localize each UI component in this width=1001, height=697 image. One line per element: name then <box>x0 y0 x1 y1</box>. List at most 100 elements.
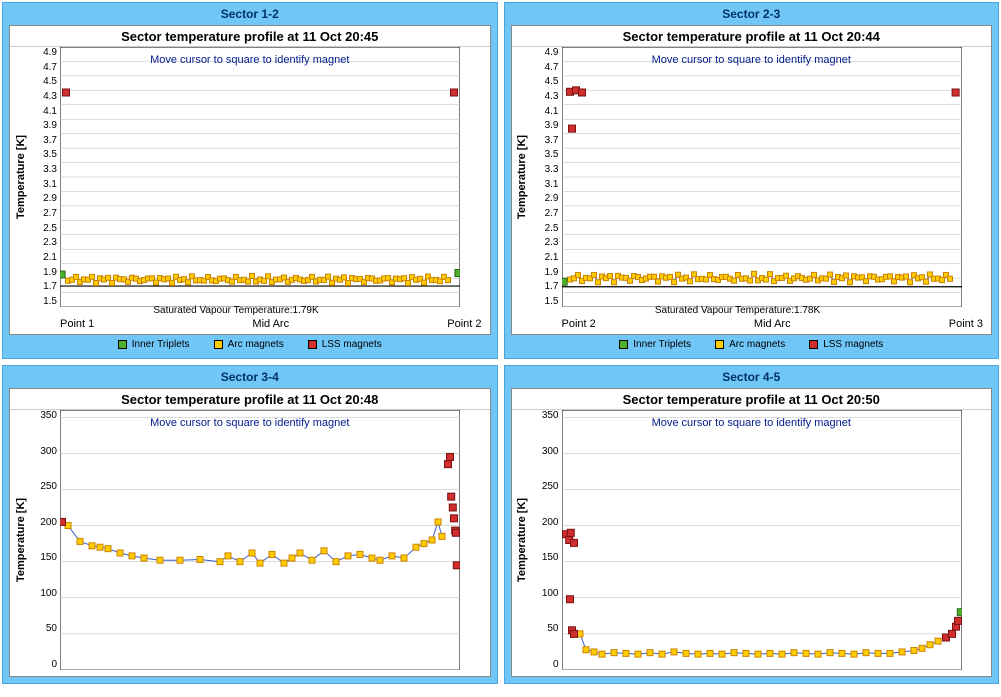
data-marker[interactable] <box>266 274 271 279</box>
data-marker[interactable] <box>763 277 768 282</box>
data-marker[interactable] <box>186 280 191 285</box>
data-marker[interactable] <box>217 559 223 565</box>
data-marker[interactable] <box>954 617 961 624</box>
data-marker[interactable] <box>455 270 460 277</box>
data-marker[interactable] <box>635 651 641 657</box>
data-marker[interactable] <box>369 555 375 561</box>
data-marker[interactable] <box>811 272 816 277</box>
data-marker[interactable] <box>570 539 577 546</box>
data-marker[interactable] <box>281 560 287 566</box>
data-marker[interactable] <box>843 273 848 278</box>
data-marker[interactable] <box>449 504 456 511</box>
data-marker[interactable] <box>743 650 749 656</box>
data-marker[interactable] <box>791 650 797 656</box>
data-marker[interactable] <box>683 650 689 656</box>
data-marker[interactable] <box>695 651 701 657</box>
data-marker[interactable] <box>887 650 893 656</box>
data-marker[interactable] <box>747 278 752 283</box>
data-marker[interactable] <box>129 553 135 559</box>
data-marker[interactable] <box>345 553 351 559</box>
data-marker[interactable] <box>767 650 773 656</box>
data-marker[interactable] <box>157 557 163 563</box>
data-marker[interactable] <box>89 543 95 549</box>
data-marker[interactable] <box>117 550 123 556</box>
data-marker[interactable] <box>562 278 567 285</box>
data-marker[interactable] <box>453 562 460 569</box>
data-marker[interactable] <box>655 279 660 284</box>
data-marker[interactable] <box>74 274 79 279</box>
data-marker[interactable] <box>389 553 395 559</box>
data-marker[interactable] <box>568 125 575 132</box>
data-marker[interactable] <box>110 280 115 285</box>
data-marker[interactable] <box>751 271 756 276</box>
data-marker[interactable] <box>578 89 585 96</box>
data-marker[interactable] <box>719 651 725 657</box>
data-marker[interactable] <box>237 559 243 565</box>
data-marker[interactable] <box>445 461 452 468</box>
data-marker[interactable] <box>783 273 788 278</box>
data-marker[interactable] <box>839 650 845 656</box>
data-marker[interactable] <box>257 560 263 566</box>
data-marker[interactable] <box>170 280 175 285</box>
data-marker[interactable] <box>903 274 908 279</box>
data-marker[interactable] <box>687 279 692 284</box>
data-marker[interactable] <box>357 551 363 557</box>
data-marker[interactable] <box>651 274 656 279</box>
data-marker[interactable] <box>899 649 905 655</box>
data-marker[interactable] <box>927 642 933 648</box>
data-marker[interactable] <box>803 650 809 656</box>
data-marker[interactable] <box>321 548 327 554</box>
data-marker[interactable] <box>815 651 821 657</box>
data-marker[interactable] <box>401 555 407 561</box>
data-marker[interactable] <box>249 550 255 556</box>
data-marker[interactable] <box>246 279 251 284</box>
data-marker[interactable] <box>453 529 460 536</box>
data-marker[interactable] <box>947 276 952 281</box>
data-marker[interactable] <box>659 651 665 657</box>
data-marker[interactable] <box>297 550 303 556</box>
data-marker[interactable] <box>591 649 597 655</box>
data-marker[interactable] <box>779 651 785 657</box>
data-marker[interactable] <box>851 651 857 657</box>
data-marker[interactable] <box>435 519 441 525</box>
data-marker[interactable] <box>60 518 66 525</box>
data-marker[interactable] <box>671 280 676 285</box>
data-marker[interactable] <box>691 272 696 277</box>
data-marker[interactable] <box>94 280 99 285</box>
data-marker[interactable] <box>907 280 912 285</box>
data-marker[interactable] <box>97 544 103 550</box>
data-marker[interactable] <box>767 272 772 277</box>
data-marker[interactable] <box>575 272 580 277</box>
data-marker[interactable] <box>429 537 435 543</box>
data-marker[interactable] <box>63 89 70 96</box>
data-marker[interactable] <box>422 280 427 285</box>
data-marker[interactable] <box>755 651 761 657</box>
data-marker[interactable] <box>77 538 83 544</box>
data-marker[interactable] <box>952 89 959 96</box>
data-marker[interactable] <box>177 557 183 563</box>
data-marker[interactable] <box>406 280 411 285</box>
data-marker[interactable] <box>326 274 331 279</box>
data-marker[interactable] <box>863 279 868 284</box>
data-marker[interactable] <box>623 650 629 656</box>
data-marker[interactable] <box>731 650 737 656</box>
data-marker[interactable] <box>269 551 275 557</box>
data-marker[interactable] <box>935 638 941 644</box>
data-marker[interactable] <box>911 648 917 654</box>
data-marker[interactable] <box>225 553 231 559</box>
data-marker[interactable] <box>923 279 928 284</box>
data-marker[interactable] <box>831 279 836 284</box>
data-marker[interactable] <box>105 546 111 552</box>
data-marker[interactable] <box>90 274 95 279</box>
data-marker[interactable] <box>567 529 574 536</box>
data-marker[interactable] <box>439 533 445 539</box>
data-marker[interactable] <box>627 278 632 283</box>
data-marker[interactable] <box>957 609 962 616</box>
data-marker[interactable] <box>141 555 147 561</box>
data-marker[interactable] <box>939 278 944 283</box>
data-marker[interactable] <box>611 280 616 285</box>
data-marker[interactable] <box>827 272 832 277</box>
data-marker[interactable] <box>342 275 347 280</box>
data-marker[interactable] <box>595 280 600 285</box>
data-marker[interactable] <box>847 280 852 285</box>
